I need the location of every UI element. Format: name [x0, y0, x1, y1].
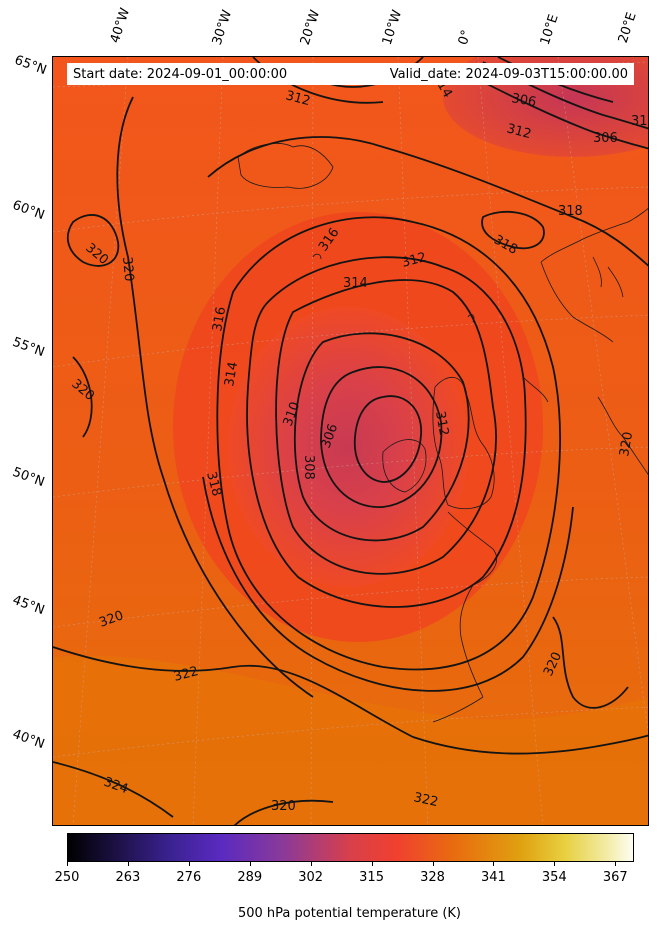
contour-label: 308 [301, 455, 316, 480]
colorbar-tick [310, 862, 312, 866]
colorbar-tick [432, 862, 434, 866]
colorbar-tick [493, 862, 495, 866]
map-panel: 320 320 320 320 322 324 320 322 318 316 … [52, 56, 649, 826]
contour-label: 320 [617, 431, 636, 458]
contour-label: 306 [510, 91, 537, 110]
contour-label: 306 [593, 131, 618, 146]
colorbar-tick-label: 263 [115, 870, 141, 885]
colorbar-tick [249, 862, 251, 866]
contour-label: 312 [284, 88, 312, 109]
graticule [53, 57, 648, 825]
colorbar-tick [371, 862, 373, 866]
lon-label: 10°W [379, 8, 406, 47]
contour-label: 314 [343, 276, 368, 291]
valid-date-text: Valid_date: 2024-09-03T15:00:00.00 [389, 66, 628, 82]
field-low-core [228, 307, 468, 587]
lon-label: 20°E [615, 10, 640, 46]
colorbar-tick-label: 328 [420, 870, 445, 885]
lat-label: 65°N [12, 52, 49, 79]
lat-label: 55°N [10, 334, 47, 361]
contour-label: 314 [222, 361, 241, 388]
lat-label: 45°N [10, 592, 47, 619]
colorbar [67, 833, 634, 862]
contour-label: 312 [432, 410, 451, 437]
contour-label: 322 [412, 790, 439, 810]
start-date-text: Start date: 2024-09-01_00:00:00 [73, 66, 288, 82]
contour-label: 316 [210, 306, 229, 333]
colorbar-tick-label: 250 [54, 870, 80, 885]
colorbar-tick [188, 862, 190, 866]
lat-label: 60°N [10, 197, 47, 224]
field-warm-band [53, 655, 648, 825]
contour-label: 312 [505, 121, 533, 142]
lon-label: 20°W [297, 8, 324, 47]
colorbar-tick-label: 302 [298, 870, 324, 885]
colorbar-tick [554, 862, 556, 866]
colorbar-tick-label: 315 [359, 870, 384, 885]
colorbar-tick [615, 862, 617, 866]
colorbar-tick-label: 354 [541, 870, 567, 885]
contour-label: 318 [203, 470, 224, 498]
contour-label: 312 [400, 250, 428, 271]
colorbar-tick [67, 862, 68, 866]
contour-label: 310 [631, 114, 649, 129]
contour-label: 318 [558, 204, 583, 219]
contour-label: 322 [172, 664, 200, 685]
coastlines [237, 143, 648, 723]
colorbar-tick-label: 341 [480, 870, 506, 885]
contour-labels: 320 320 320 320 322 324 320 322 318 316 … [68, 72, 649, 815]
date-info-box: Start date: 2024-09-01_00:00:00 Valid_da… [67, 63, 634, 85]
lon-label: 40°W [107, 6, 134, 45]
colorbar-label: 500 hPa potential temperature (K) [237, 906, 461, 921]
colorbar-tick-label: 367 [602, 870, 628, 885]
lon-label: 10°E [537, 12, 562, 48]
colorbar-tick [127, 862, 129, 866]
colorbar-tick-label: 289 [237, 870, 263, 885]
lon-label: 0° [455, 28, 475, 47]
lat-label: 40°N [10, 726, 47, 753]
lon-label: 30°W [209, 8, 236, 47]
lat-label: 50°N [10, 464, 47, 491]
contour-label: 320 [119, 256, 136, 282]
contour-label: 320 [271, 799, 296, 814]
colorbar-tick-label: 276 [176, 870, 202, 885]
map-canvas: 320 320 320 320 322 324 320 322 318 316 … [53, 57, 649, 825]
